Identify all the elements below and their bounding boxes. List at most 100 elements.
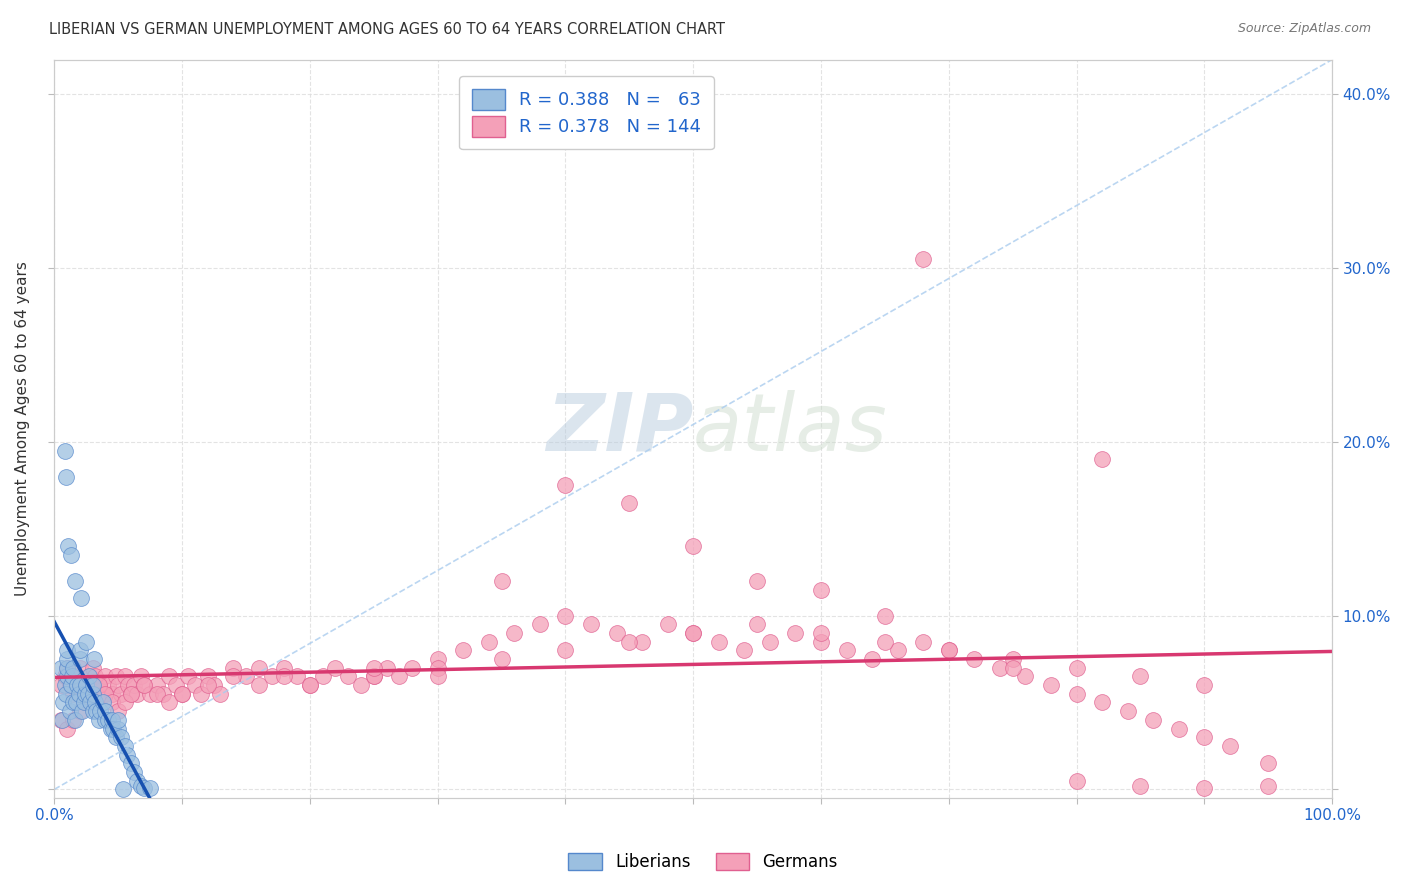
- Point: [285, 669, 308, 683]
- Point: [127, 687, 149, 701]
- Point: [139, 687, 162, 701]
- Point: [132, 678, 155, 692]
- Point: [247, 661, 270, 675]
- Point: [67, 687, 90, 701]
- Point: [75, 696, 97, 710]
- Point: [988, 661, 1011, 675]
- Point: [62, 713, 84, 727]
- Point: [1142, 713, 1164, 727]
- Point: [707, 634, 730, 648]
- Text: Source: ZipAtlas.com: Source: ZipAtlas.com: [1237, 22, 1371, 36]
- Point: [260, 669, 283, 683]
- Point: [1129, 669, 1152, 683]
- Point: [350, 678, 373, 692]
- Point: [363, 669, 385, 683]
- Point: [49, 713, 72, 727]
- Point: [77, 669, 100, 683]
- Point: [554, 608, 576, 623]
- Point: [172, 687, 194, 701]
- Point: [62, 661, 84, 675]
- Point: [1257, 756, 1279, 771]
- Point: [298, 678, 321, 692]
- Point: [172, 687, 194, 701]
- Point: [58, 539, 80, 553]
- Point: [785, 626, 807, 640]
- Point: [69, 704, 91, 718]
- Point: [1116, 704, 1139, 718]
- Point: [388, 669, 411, 683]
- Point: [56, 722, 79, 736]
- Point: [197, 678, 219, 692]
- Point: [56, 652, 79, 666]
- Point: [202, 678, 225, 692]
- Point: [184, 678, 207, 692]
- Point: [273, 669, 295, 683]
- Point: [114, 669, 136, 683]
- Point: [53, 443, 76, 458]
- Point: [101, 687, 124, 701]
- Point: [73, 687, 96, 701]
- Point: [682, 626, 704, 640]
- Point: [76, 687, 98, 701]
- Point: [52, 696, 75, 710]
- Point: [49, 678, 72, 692]
- Point: [554, 643, 576, 657]
- Point: [157, 696, 180, 710]
- Point: [87, 678, 110, 692]
- Point: [62, 687, 84, 701]
- Point: [145, 678, 167, 692]
- Point: [810, 582, 832, 597]
- Text: ZIP: ZIP: [546, 390, 693, 467]
- Point: [912, 252, 935, 267]
- Point: [619, 634, 641, 648]
- Point: [325, 661, 347, 675]
- Point: [938, 643, 960, 657]
- Point: [122, 678, 145, 692]
- Point: [114, 696, 136, 710]
- Point: [65, 696, 87, 710]
- Point: [55, 687, 77, 701]
- Point: [1194, 731, 1216, 745]
- Point: [810, 634, 832, 648]
- Point: [938, 643, 960, 657]
- Point: [79, 696, 101, 710]
- Point: [177, 669, 200, 683]
- Point: [311, 669, 333, 683]
- Legend: Liberians, Germans: Liberians, Germans: [560, 845, 846, 880]
- Point: [100, 722, 122, 736]
- Point: [139, 780, 162, 795]
- Point: [110, 731, 132, 745]
- Point: [72, 704, 94, 718]
- Point: [86, 704, 108, 718]
- Point: [56, 643, 79, 657]
- Point: [120, 756, 142, 771]
- Point: [56, 661, 79, 675]
- Point: [478, 634, 501, 648]
- Point: [363, 661, 385, 675]
- Point: [120, 687, 142, 701]
- Point: [66, 678, 89, 692]
- Point: [682, 626, 704, 640]
- Point: [733, 643, 755, 657]
- Point: [59, 678, 82, 692]
- Point: [94, 704, 117, 718]
- Point: [579, 617, 602, 632]
- Point: [73, 696, 96, 710]
- Point: [97, 713, 120, 727]
- Legend: R = 0.388   N =   63, R = 0.378   N = 144: R = 0.388 N = 63, R = 0.378 N = 144: [460, 76, 714, 149]
- Point: [56, 661, 79, 675]
- Point: [657, 617, 679, 632]
- Point: [451, 643, 474, 657]
- Point: [682, 539, 704, 553]
- Point: [89, 704, 111, 718]
- Point: [107, 678, 129, 692]
- Point: [209, 687, 232, 701]
- Point: [165, 678, 187, 692]
- Point: [75, 634, 97, 648]
- Point: [963, 652, 986, 666]
- Point: [69, 678, 91, 692]
- Point: [235, 669, 257, 683]
- Point: [491, 574, 513, 588]
- Point: [375, 661, 398, 675]
- Point: [82, 704, 104, 718]
